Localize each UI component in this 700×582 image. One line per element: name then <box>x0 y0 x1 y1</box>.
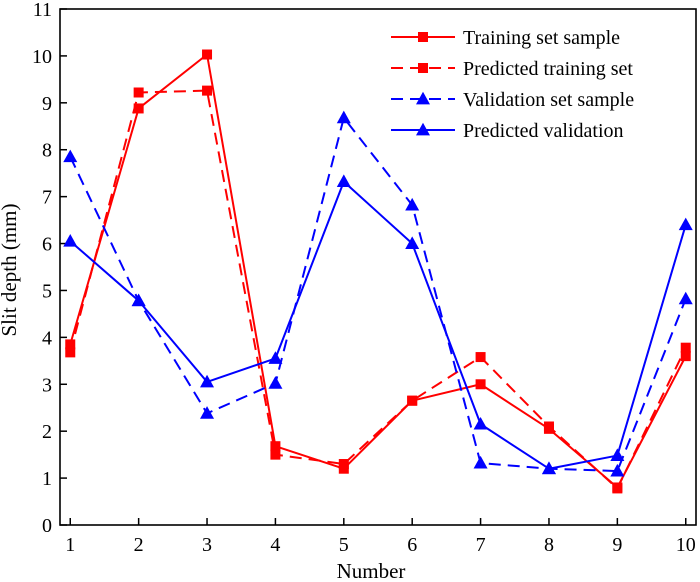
series-2 <box>65 85 691 494</box>
data-point <box>268 351 283 364</box>
legend-marker <box>418 32 428 42</box>
y-tick-label: 9 <box>42 93 52 115</box>
data-point <box>202 49 213 60</box>
x-tick-label: 8 <box>544 534 554 556</box>
data-point <box>133 87 144 98</box>
data-point <box>270 441 281 452</box>
legend-marker <box>416 91 430 105</box>
data-point <box>541 461 556 475</box>
series-line <box>69 180 687 470</box>
data-point <box>473 416 488 430</box>
y-tick-label: 4 <box>42 327 52 349</box>
plot-border <box>59 8 697 526</box>
y-tick-label: 10 <box>32 46 52 68</box>
data-point <box>473 455 488 469</box>
data-point <box>131 293 146 307</box>
legend-marker <box>416 122 430 136</box>
data-point <box>202 85 213 96</box>
y-tick-label: 7 <box>42 187 52 209</box>
legend-item: Predicted training set <box>391 58 633 80</box>
data-point <box>65 347 76 358</box>
data-point <box>475 379 486 390</box>
series-4 <box>63 174 693 475</box>
x-tick-label: 1 <box>65 534 75 556</box>
y-tick-label: 8 <box>42 140 52 162</box>
data-point <box>338 459 349 470</box>
y-tick-label: 0 <box>42 515 52 537</box>
series-layer <box>63 49 693 494</box>
y-tick-label: 1 <box>42 468 52 490</box>
y-tick-label: 5 <box>42 280 52 302</box>
legend-label: Validation set sample <box>463 89 634 111</box>
x-tick-label: 10 <box>676 534 696 556</box>
series-1 <box>65 49 691 493</box>
y-tick-label: 3 <box>42 374 52 396</box>
y-tick-label: 11 <box>33 0 52 21</box>
data-point <box>63 149 78 163</box>
y-tick-label: 2 <box>42 421 52 443</box>
data-point <box>200 374 215 388</box>
data-point <box>65 339 76 350</box>
series-line <box>69 89 687 490</box>
legend: Training set sample Predicted training se… <box>391 27 634 142</box>
x-axis: 1 2 3 4 5 6 7 8 9 10 <box>65 518 696 556</box>
data-point <box>407 395 418 406</box>
data-point <box>678 217 693 231</box>
legend-label: Predicted training set <box>463 58 633 80</box>
x-axis-title: Number <box>337 559 406 582</box>
legend-marker <box>418 63 428 73</box>
data-point <box>405 236 420 249</box>
data-point <box>612 483 623 494</box>
data-point <box>475 352 486 363</box>
series-3 <box>63 110 693 477</box>
legend-item: Predicted validation <box>391 120 624 142</box>
data-point <box>200 406 215 419</box>
data-point <box>543 421 554 432</box>
legend-item: Training set sample <box>391 27 620 49</box>
y-tick-label: 6 <box>42 234 52 256</box>
data-point <box>336 110 351 124</box>
data-point <box>63 234 78 247</box>
x-tick-label: 3 <box>202 534 212 556</box>
x-tick-label: 4 <box>270 534 280 556</box>
x-tick-label: 5 <box>339 534 349 556</box>
data-point <box>680 351 691 362</box>
legend-item: Validation set sample <box>391 89 634 111</box>
data-point <box>268 376 283 389</box>
data-point <box>270 449 281 460</box>
data-point <box>133 103 144 114</box>
x-tick-label: 6 <box>407 534 417 556</box>
legend-label: Predicted validation <box>463 120 624 142</box>
series-line <box>69 116 687 473</box>
y-axis-title: Slit depth (mm) <box>0 204 21 337</box>
x-tick-label: 2 <box>134 534 144 556</box>
x-tick-label: 7 <box>476 534 486 556</box>
data-point <box>405 197 420 211</box>
data-point <box>610 448 625 461</box>
legend-label: Training set sample <box>463 27 620 49</box>
x-tick-label: 9 <box>612 534 622 556</box>
data-point <box>610 463 625 477</box>
data-point <box>680 342 691 353</box>
data-point <box>336 174 351 188</box>
y-axis: 0 1 2 3 4 5 6 7 8 9 10 11 <box>32 0 67 537</box>
data-point <box>678 291 693 305</box>
plot-frame <box>59 8 697 526</box>
